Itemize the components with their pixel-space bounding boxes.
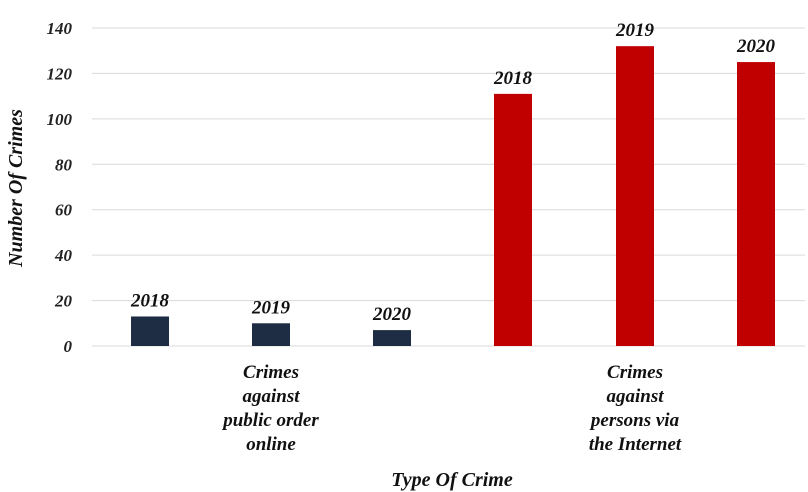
category-label-line: online: [246, 434, 296, 455]
y-tick-label: 80: [55, 155, 73, 174]
y-tick-label: 0: [64, 337, 73, 356]
data-labels: 2018 2019 2020 2018 2019 2020: [130, 20, 776, 325]
bar-data-label: 2019: [615, 20, 655, 41]
bar: [616, 46, 654, 347]
bar: [494, 93, 532, 346]
bar-data-label: 2020: [736, 36, 776, 57]
y-tick-label: 60: [55, 201, 73, 220]
y-tick-label: 40: [54, 246, 73, 265]
bar: [252, 323, 290, 346]
category-label-line: public order: [221, 410, 319, 431]
bar: [373, 330, 411, 346]
category-labels: Crimes against public order online Crimes aga…: [221, 362, 682, 455]
category-label-line: the Internet: [589, 434, 682, 455]
x-axis-title: Type Of Crime: [391, 469, 513, 491]
y-tick-label: 140: [47, 19, 73, 38]
y-axis-title: Number Of Crimes: [5, 109, 27, 268]
bar: [131, 316, 169, 346]
y-axis-ticks: 0 20 40 60 80 100 120 140: [47, 19, 73, 356]
y-tick-label: 20: [54, 292, 73, 311]
category-label-line: against: [606, 386, 664, 407]
y-tick-label: 120: [47, 64, 73, 83]
category-label-line: against: [242, 386, 300, 407]
category-label-line: Crimes: [607, 362, 663, 383]
bar-data-label: 2018: [130, 290, 170, 311]
bar-data-label: 2020: [372, 304, 412, 325]
gridlines: [92, 27, 805, 347]
y-tick-label: 100: [47, 110, 73, 129]
bar-data-label: 2018: [493, 68, 533, 89]
bar: [737, 62, 775, 346]
bar-data-label: 2019: [251, 297, 291, 318]
category-label-line: Crimes: [243, 362, 299, 383]
category-label-line: persons via: [589, 410, 680, 431]
bars: [131, 46, 775, 347]
